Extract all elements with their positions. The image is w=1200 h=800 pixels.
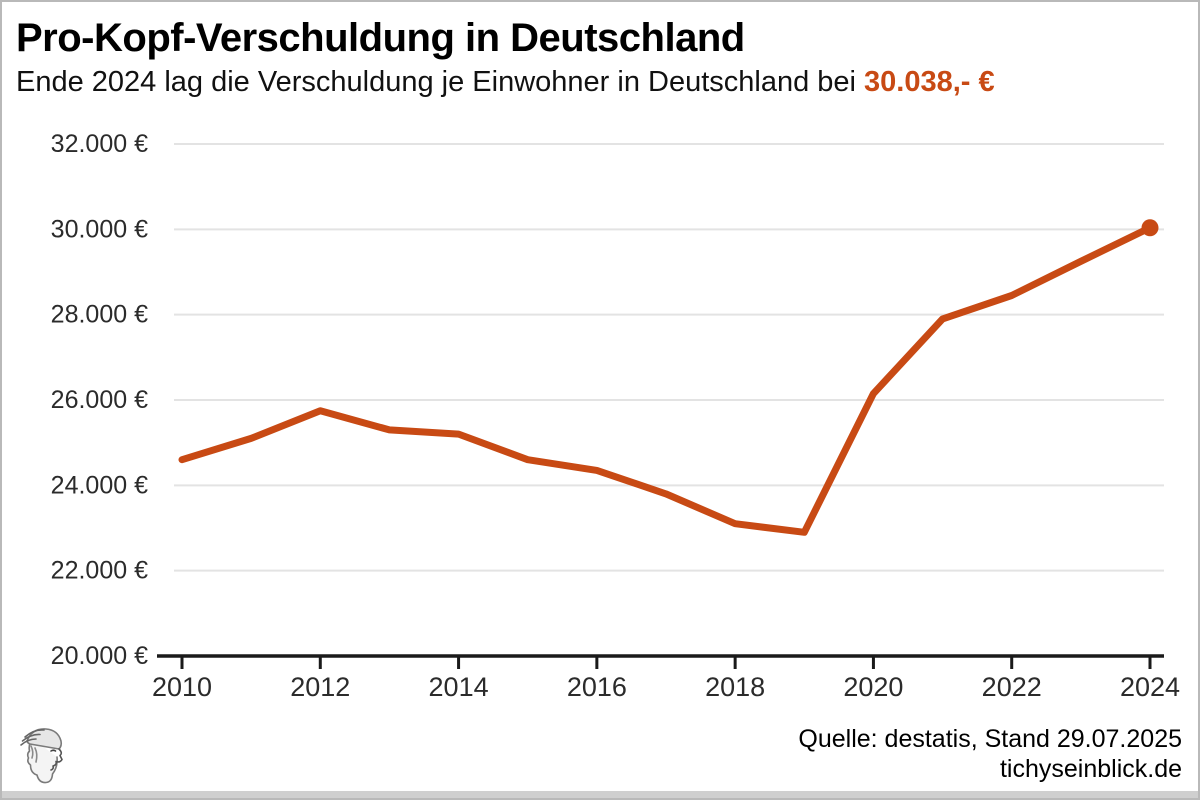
- y-axis-tick-label: 30.000 €: [51, 215, 148, 243]
- x-axis-tick-label: 2014: [429, 672, 489, 702]
- y-axis-tick-label: 26.000 €: [51, 386, 148, 414]
- logo-face-profile: [50, 748, 63, 771]
- y-axis-tick-label: 20.000 €: [51, 642, 148, 670]
- x-axis-tick-label: 2024: [1120, 672, 1180, 702]
- source-attribution: Quelle: destatis, Stand 29.07.2025 tichy…: [798, 725, 1182, 784]
- x-axis-tick-label: 2020: [843, 672, 903, 702]
- y-axis-tick-label: 24.000 €: [51, 471, 148, 499]
- logo-hair: [30, 745, 38, 763]
- end-point-marker: [1141, 219, 1159, 237]
- x-axis-tick-label: 2022: [982, 672, 1042, 702]
- logo-eye: [50, 749, 57, 752]
- x-axis-tick-label: 2012: [290, 672, 350, 702]
- x-axis-tick-label: 2016: [567, 672, 627, 702]
- x-axis-tick-label: 2010: [152, 672, 212, 702]
- hermes-head-logo: [20, 728, 63, 784]
- y-axis-tick-label: 32.000 €: [51, 130, 148, 158]
- y-axis-tick-label: 28.000 €: [51, 301, 148, 329]
- subtitle-value-highlight: 30.038,- €: [864, 66, 995, 98]
- subtitle-text: Ende 2024 lag die Verschuldung je Einwoh…: [16, 66, 865, 98]
- chart-subtitle: Ende 2024 lag die Verschuldung je Einwoh…: [16, 66, 995, 99]
- debt-series-line: [178, 224, 1154, 536]
- source-line: Quelle: destatis, Stand 29.07.2025: [798, 725, 1182, 753]
- x-axis-tick-label: 2018: [705, 672, 765, 702]
- site-line: tichyseinblick.de: [999, 754, 1182, 783]
- y-axis-tick-label: 22.000 €: [51, 557, 148, 585]
- logo-wing-feathers: [20, 729, 45, 746]
- page-title: Pro-Kopf-Verschuldung in Deutschland: [16, 16, 745, 60]
